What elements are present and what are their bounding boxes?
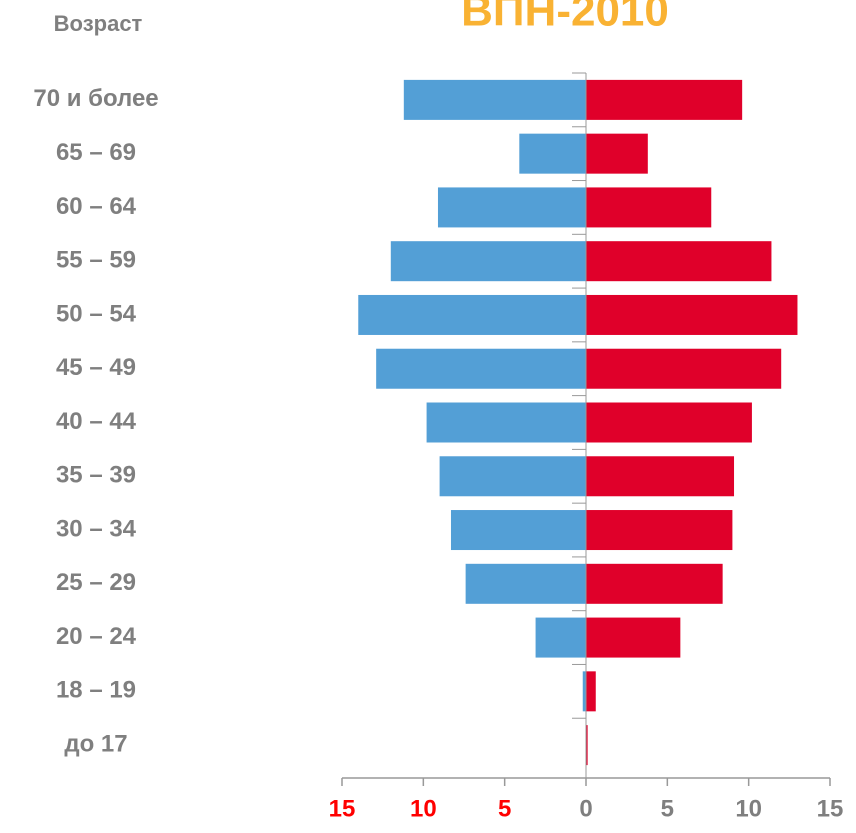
bar <box>586 241 772 282</box>
x-tick-label: 0 <box>579 795 592 822</box>
y-tick-label: 20 – 24 <box>56 623 137 650</box>
y-tick-label: 18 – 19 <box>56 677 136 704</box>
bar <box>586 725 588 766</box>
bar <box>403 79 586 120</box>
y-tick-label: 65 – 69 <box>56 139 136 166</box>
x-tick-label: 15 <box>329 795 356 822</box>
y-axis-label: Возраст <box>54 11 143 36</box>
bar <box>586 671 596 712</box>
bar <box>586 563 723 604</box>
x-tick-label: 10 <box>410 795 437 822</box>
bar <box>450 510 586 551</box>
bar <box>535 617 586 658</box>
bar <box>582 671 586 712</box>
bar <box>519 133 586 174</box>
bar <box>426 402 586 443</box>
bar <box>586 294 798 335</box>
bar <box>586 133 648 174</box>
y-tick-label: 55 – 59 <box>56 247 136 274</box>
bar <box>586 402 752 443</box>
bar <box>439 456 586 497</box>
bar <box>376 348 586 389</box>
bar <box>586 187 712 228</box>
bar <box>358 294 586 335</box>
bar <box>390 241 586 282</box>
bar <box>586 348 782 389</box>
chart-title: ВПН-2010 <box>461 0 669 36</box>
x-tick-label: 5 <box>498 795 511 822</box>
bar <box>586 510 733 551</box>
x-tick-label: 5 <box>661 795 674 822</box>
y-tick-label: 30 – 34 <box>56 515 137 542</box>
x-tick-label: 15 <box>817 795 844 822</box>
y-tick-label: до 17 <box>64 730 127 757</box>
y-tick-label: 50 – 54 <box>56 300 137 327</box>
bar <box>437 187 586 228</box>
y-tick-label: 60 – 64 <box>56 193 137 220</box>
bar <box>586 617 681 658</box>
bar <box>586 456 735 497</box>
y-tick-label: 25 – 29 <box>56 569 136 596</box>
y-tick-label: 70 и более <box>33 85 158 112</box>
bar <box>586 79 743 120</box>
y-tick-label: 35 – 39 <box>56 462 136 489</box>
y-tick-label: 45 – 49 <box>56 354 136 381</box>
x-tick-label: 10 <box>735 795 762 822</box>
bar <box>465 563 586 604</box>
y-tick-label: 40 – 44 <box>56 408 137 435</box>
